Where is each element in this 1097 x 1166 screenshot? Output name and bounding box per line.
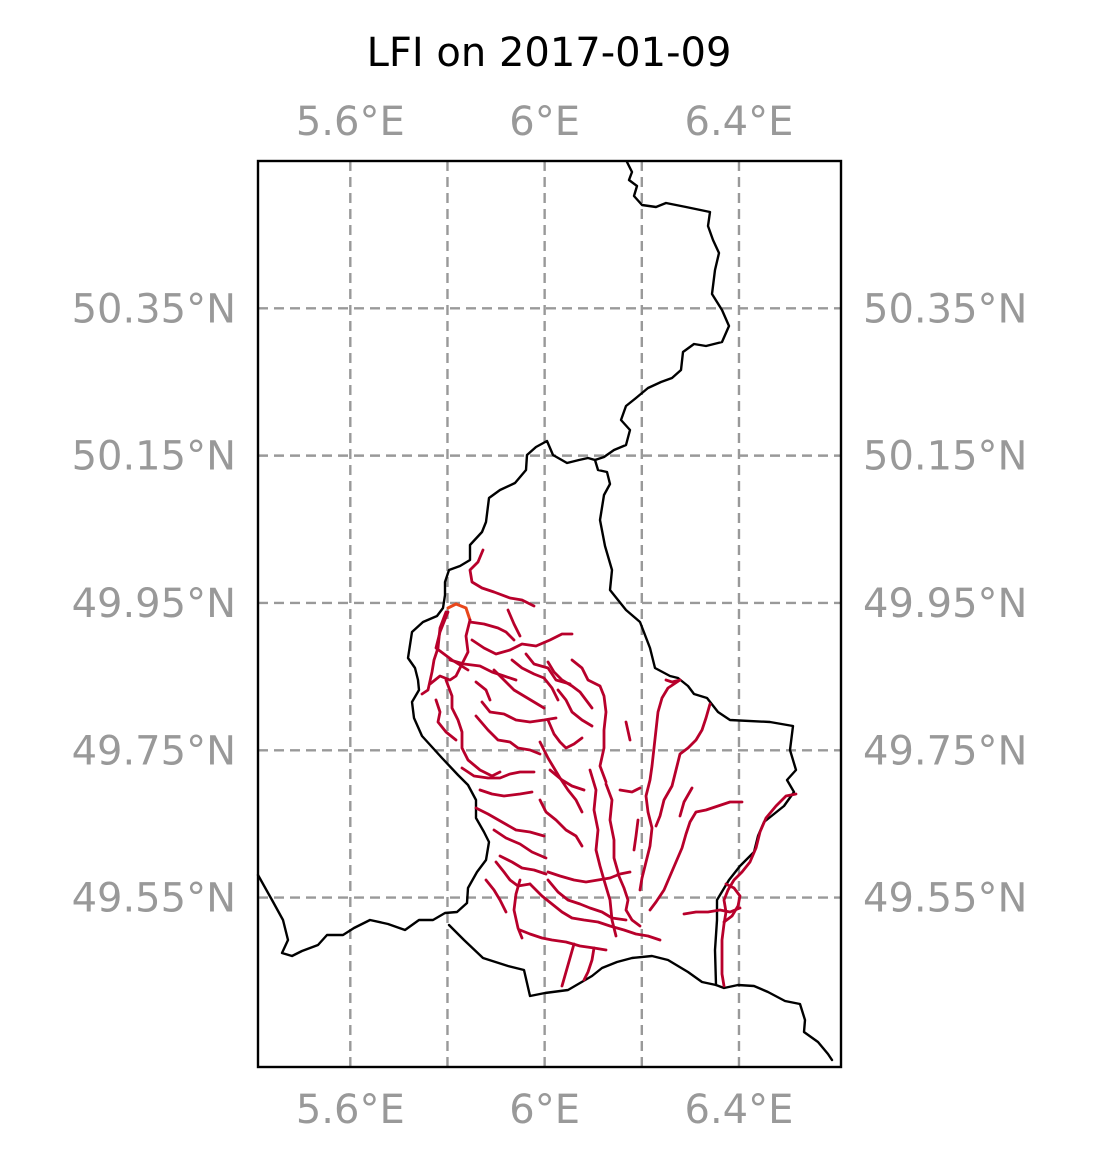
river-segment bbox=[682, 906, 742, 916]
map-frame bbox=[256, 159, 843, 1069]
river-segment bbox=[420, 610, 448, 696]
lat-tick-label-right: 50.35°N bbox=[863, 286, 1027, 332]
river-segment bbox=[538, 798, 584, 848]
river-segment bbox=[556, 688, 594, 728]
river-segment bbox=[444, 678, 502, 778]
lon-tick-label-top: 6°E bbox=[509, 99, 580, 145]
border-luxembourg-east bbox=[593, 458, 798, 987]
river-network bbox=[420, 548, 798, 988]
river-segment bbox=[528, 882, 662, 942]
lon-tick-label-top: 5.6°E bbox=[296, 99, 405, 145]
river-segment bbox=[498, 854, 548, 876]
lon-tick-label-bottom: 6°E bbox=[509, 1087, 580, 1133]
river-segment bbox=[510, 658, 560, 702]
lat-tick-label-left: 50.15°N bbox=[72, 434, 236, 480]
river-segment bbox=[484, 878, 508, 914]
river-segment bbox=[548, 768, 586, 792]
lat-tick-label-right: 50.15°N bbox=[863, 434, 1027, 480]
chart-title: LFI on 2017-01-09 bbox=[367, 30, 732, 76]
lat-tick-label-right: 49.75°N bbox=[863, 728, 1027, 774]
lat-tick-label-left: 49.95°N bbox=[72, 581, 236, 627]
river-segment bbox=[434, 698, 458, 742]
river-segment bbox=[460, 766, 536, 780]
river-segment bbox=[480, 700, 558, 724]
river-segment bbox=[524, 652, 572, 686]
river-segment bbox=[474, 680, 492, 702]
river-segment bbox=[588, 768, 618, 938]
lat-tick-label-left: 49.75°N bbox=[72, 728, 236, 774]
river-segment bbox=[560, 942, 576, 988]
river-segment bbox=[638, 678, 682, 892]
river-segment bbox=[618, 786, 642, 794]
river-segment bbox=[678, 786, 694, 818]
river-segment bbox=[478, 788, 534, 798]
river-segment bbox=[570, 658, 608, 784]
river-segment bbox=[512, 878, 524, 940]
river-segment bbox=[474, 806, 546, 838]
river-segment bbox=[648, 800, 744, 912]
tick-labels: 5.6°E 5.6°E 6°E 6°E 6.4°E 6.4°E 50.35°N 50.35°N… bbox=[72, 99, 1028, 1133]
border-belgium-germany-north bbox=[256, 160, 731, 958]
river-segment bbox=[428, 618, 472, 686]
river-segment bbox=[468, 620, 516, 642]
river-segment bbox=[474, 714, 542, 756]
lon-tick-label-bottom: 5.6°E bbox=[296, 1087, 405, 1133]
river-segment bbox=[494, 860, 532, 888]
river-segment bbox=[624, 720, 632, 742]
lat-tick-label-left: 50.35°N bbox=[72, 286, 236, 332]
river-segment bbox=[518, 928, 608, 952]
river-segment bbox=[506, 608, 522, 638]
river-segment bbox=[448, 658, 518, 682]
lon-tick-label-top: 6.4°E bbox=[685, 99, 794, 145]
lat-tick-label-right: 49.95°N bbox=[863, 581, 1027, 627]
river-segment bbox=[604, 782, 620, 874]
lon-tick-label-bottom: 6.4°E bbox=[685, 1087, 794, 1133]
river-segment bbox=[720, 792, 798, 988]
river-segment bbox=[468, 548, 536, 608]
lat-tick-label-left: 49.55°N bbox=[72, 876, 236, 922]
country-borders bbox=[256, 160, 834, 1062]
river-segment bbox=[654, 702, 712, 828]
river-segment bbox=[616, 872, 642, 928]
river-segment bbox=[722, 882, 742, 924]
river-segment bbox=[546, 878, 628, 922]
map-grid bbox=[258, 161, 841, 1067]
river-segment bbox=[492, 668, 546, 710]
river-segment bbox=[446, 602, 472, 622]
river-segment bbox=[546, 660, 594, 710]
border-france-luxembourg bbox=[447, 923, 834, 1062]
river-segment bbox=[632, 818, 640, 852]
river-segment bbox=[582, 946, 596, 982]
river-segment bbox=[492, 828, 548, 860]
river-segment bbox=[470, 632, 574, 656]
river-segment bbox=[546, 718, 584, 750]
lat-tick-label-right: 49.55°N bbox=[863, 876, 1027, 922]
river-segment bbox=[538, 740, 584, 814]
